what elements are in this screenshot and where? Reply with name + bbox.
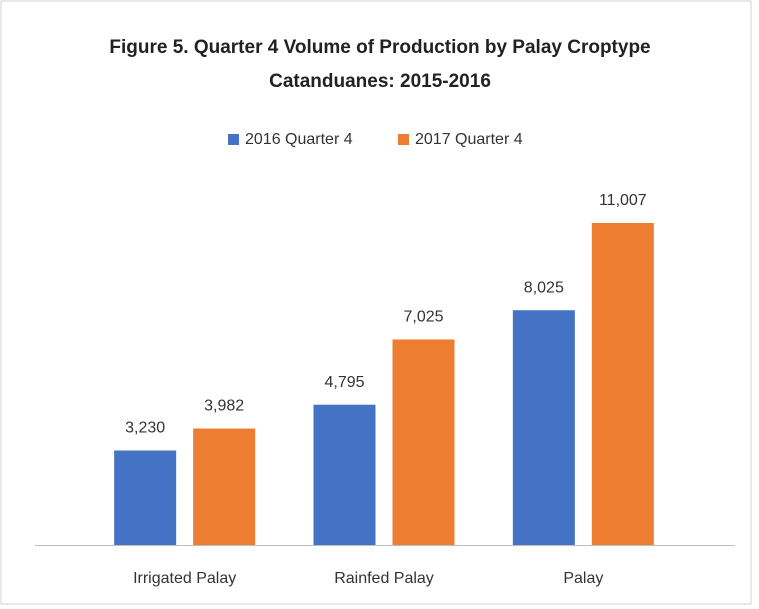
x-tick-label: Palay [563,570,603,587]
bar [512,310,575,545]
x-tick-label: Rainfed Palay [334,570,434,587]
bar [392,339,455,545]
value-label: 3,230 [125,420,165,437]
legend-swatch [228,134,239,145]
bar [591,223,654,545]
chart-subtitle: Catanduanes: 2015-2016 [269,71,491,92]
legend-label: 2016 Quarter 4 [245,131,353,148]
bar [313,404,376,545]
value-label: 8,025 [524,279,564,296]
bar [193,428,256,545]
value-label: 3,982 [204,398,244,415]
value-label: 4,795 [324,374,364,391]
value-label: 11,007 [599,192,647,209]
x-tick-label: Irrigated Palay [133,570,236,587]
value-label: 7,025 [403,309,443,326]
chart-title: Figure 5. Quarter 4 Volume of Production… [109,37,650,58]
legend-label: 2017 Quarter 4 [415,131,523,148]
legend-swatch [398,134,409,145]
bar [114,450,177,545]
